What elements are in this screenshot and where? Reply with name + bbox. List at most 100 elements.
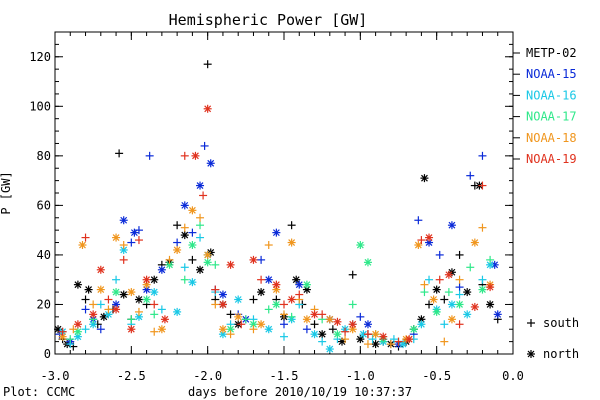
south-plus-point: [414, 216, 423, 225]
legend-series-label: NOAA-16: [526, 88, 577, 102]
south-plus-point: [478, 223, 487, 232]
star-stroke: [188, 278, 196, 286]
south-plus-point: [466, 171, 475, 180]
north-star-point: [203, 258, 212, 267]
south-plus-point: [486, 255, 495, 264]
star-stroke: [89, 320, 97, 328]
plot-credit: Plot: CCMC: [3, 385, 75, 399]
star-stroke: [97, 266, 105, 274]
star-stroke: [207, 159, 215, 167]
north-star-point: [420, 174, 429, 183]
star-stroke: [445, 271, 453, 279]
south-plus-point: [389, 335, 398, 344]
south-plus-point: [104, 305, 113, 314]
data-marks: [54, 60, 502, 354]
south-plus-point: [455, 320, 464, 329]
x-tick-label: -1.5: [270, 369, 299, 383]
star-stroke: [272, 286, 280, 294]
north-star-point: [180, 201, 189, 210]
north-star-point: [73, 280, 82, 289]
north-star-point: [295, 280, 304, 289]
star-stroke: [417, 320, 425, 328]
south-plus-point: [115, 149, 124, 158]
star-stroke: [74, 281, 82, 289]
south-plus-point: [134, 226, 143, 235]
star-stroke: [456, 301, 463, 308]
north-star-point: [157, 265, 166, 274]
north-star-point: [188, 206, 197, 215]
star-stroke: [112, 301, 120, 308]
south-plus-point: [188, 255, 197, 264]
north-star-point: [310, 310, 319, 319]
star-stroke: [85, 286, 93, 294]
star-stroke: [430, 296, 438, 303]
south-plus-point: [112, 275, 121, 284]
south-plus-point: [280, 320, 288, 329]
north-star-point: [78, 241, 87, 250]
north-star-point: [447, 315, 456, 324]
x-tick-label: -2.5: [117, 369, 146, 383]
north-star-point: [234, 295, 243, 304]
south-plus-point: [157, 305, 166, 314]
north-star-point: [96, 265, 105, 274]
south-plus-point: [66, 335, 75, 344]
north-star-point: [264, 275, 273, 284]
north-star-point: [287, 238, 296, 247]
star-stroke: [97, 286, 105, 294]
star-stroke: [265, 276, 273, 284]
star-stroke: [448, 315, 456, 323]
north-star-point: [112, 288, 121, 297]
star-stroke: [227, 261, 234, 269]
star-stroke: [135, 296, 143, 303]
north-star-point: [218, 300, 227, 309]
south-plus-point: [425, 275, 434, 284]
star-stroke: [112, 288, 120, 296]
north-star-point: [112, 233, 121, 242]
south-plus-point: [466, 263, 475, 272]
x-axis-label: days before 2010/10/19 10:37:37: [188, 385, 412, 399]
south-plus-point: [435, 275, 444, 284]
south-plus-point: [455, 283, 464, 292]
north-star-point: [414, 241, 423, 250]
star-stroke: [54, 325, 62, 333]
south-plus-point: [119, 241, 128, 250]
south-plus-point: [386, 340, 395, 349]
north-star-point: [363, 258, 372, 267]
south-plus-point: [237, 320, 246, 329]
star-stroke: [433, 308, 441, 316]
south-plus-point: [69, 325, 78, 334]
north-star-point: [119, 290, 128, 299]
star-stroke: [257, 320, 265, 328]
star-stroke: [421, 174, 428, 182]
north-star-point: [318, 330, 327, 339]
south-plus-point: [478, 275, 487, 284]
star-stroke: [417, 315, 425, 323]
north-star-point: [371, 340, 380, 349]
north-star-point: [417, 320, 426, 329]
north-star-point: [405, 335, 414, 344]
north-star-point: [272, 300, 281, 309]
south-plus-point: [420, 280, 429, 289]
star-stroke: [120, 291, 128, 298]
north-star-point: [257, 288, 266, 297]
north-star-point: [206, 159, 215, 168]
x-tick-label: -1.0: [346, 369, 375, 383]
south-plus-point: [363, 340, 372, 349]
south-plus-point: [440, 320, 449, 329]
star-stroke: [318, 330, 326, 338]
south-plus-point: [96, 300, 105, 309]
star-stroke: [219, 325, 227, 333]
north-star-point: [249, 255, 258, 264]
star-stroke: [257, 288, 265, 296]
star-stroke: [219, 291, 227, 298]
star-stroke: [219, 301, 227, 308]
star-stroke: [349, 320, 357, 328]
south-plus-point: [249, 295, 258, 304]
south-plus-point: [226, 330, 235, 339]
south-plus-point: [180, 151, 189, 160]
north-star-point: [84, 285, 93, 294]
star-stroke: [494, 310, 502, 318]
south-plus-point: [328, 325, 337, 334]
south-plus-point: [455, 275, 464, 284]
star-stroke: [425, 234, 433, 242]
